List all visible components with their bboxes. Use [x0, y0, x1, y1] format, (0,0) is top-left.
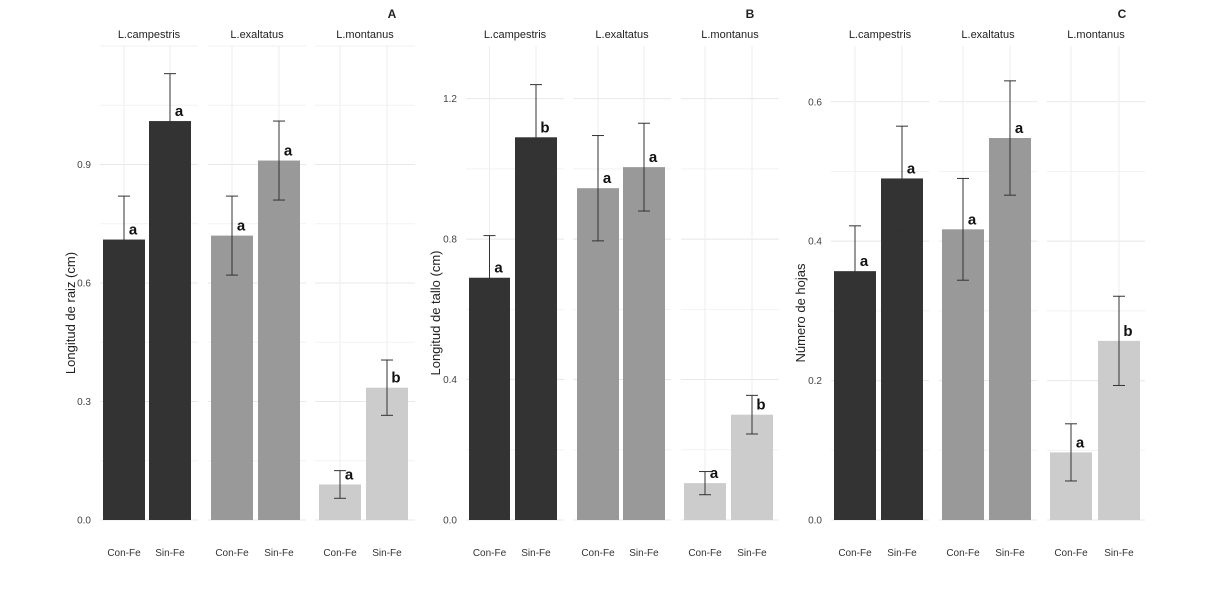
- bar: [103, 239, 145, 521]
- y-tick-label: 0.0: [443, 516, 457, 527]
- x-tick-label: Sin-Fe: [521, 548, 551, 559]
- y-axis-label: Longitud de tallo (cm): [428, 250, 443, 375]
- x-tick-label: Con-Fe: [473, 548, 507, 559]
- facet-label: L.montanus: [1067, 29, 1125, 41]
- panel-letter-a: A: [388, 7, 397, 21]
- significance-letter: a: [494, 260, 503, 277]
- x-tick-label: Con-Fe: [215, 548, 249, 559]
- panel-letter-b: B: [746, 7, 755, 21]
- y-tick-label: 0.4: [443, 375, 457, 386]
- bar: [989, 138, 1031, 520]
- x-tick-label: Sin-Fe: [264, 548, 294, 559]
- x-tick-label: Sin-Fe: [155, 548, 185, 559]
- bar: [623, 167, 665, 520]
- significance-letter: b: [1123, 323, 1132, 340]
- facet-label: L.campestris: [849, 29, 912, 41]
- facet-label: L.montanus: [701, 29, 759, 41]
- significance-letter: a: [129, 222, 138, 239]
- bar: [211, 235, 253, 520]
- x-tick-label: Sin-Fe: [1104, 548, 1134, 559]
- y-tick-label: 0.0: [77, 516, 91, 527]
- significance-letter: a: [175, 103, 184, 120]
- y-tick-label: 0.6: [77, 279, 91, 290]
- x-tick-label: Con-Fe: [1054, 548, 1088, 559]
- significance-letter: a: [1076, 434, 1085, 451]
- significance-letter: a: [1015, 120, 1024, 137]
- x-tick-label: Sin-Fe: [995, 548, 1025, 559]
- x-tick-label: Con-Fe: [107, 548, 141, 559]
- significance-letter: b: [756, 397, 765, 414]
- y-tick-label: 0.8: [443, 235, 457, 246]
- bar: [881, 178, 923, 521]
- significance-letter: a: [603, 170, 612, 187]
- y-tick-label: 0.6: [808, 97, 822, 108]
- significance-letter: a: [710, 465, 719, 482]
- facet-label: L.campestris: [118, 29, 181, 41]
- facet-label: L.montanus: [336, 29, 394, 41]
- x-tick-label: Sin-Fe: [372, 548, 402, 559]
- x-tick-label: Con-Fe: [688, 548, 722, 559]
- significance-letter: a: [907, 160, 916, 177]
- y-tick-label: 0.9: [77, 160, 91, 171]
- bar: [149, 121, 191, 521]
- y-axis-label: Longitud de raiz (cm): [63, 252, 78, 374]
- significance-letter: b: [540, 119, 549, 136]
- significance-letter: b: [391, 370, 400, 387]
- y-axis-label: Número de hojas: [793, 263, 808, 362]
- x-tick-label: Con-Fe: [838, 548, 872, 559]
- x-tick-label: Sin-Fe: [629, 548, 659, 559]
- panel-b: B L.campestris L.exaltatus L.montanus Longit…: [428, 7, 779, 559]
- significance-letter: a: [237, 218, 246, 235]
- y-tick-label: 1.2: [443, 94, 457, 105]
- x-tick-label: Sin-Fe: [887, 548, 917, 559]
- facet-label: L.exaltatus: [230, 29, 284, 41]
- bar: [515, 137, 557, 521]
- significance-letter: a: [345, 466, 354, 483]
- significance-letter: a: [968, 211, 977, 228]
- y-tick-label: 0.3: [77, 397, 91, 408]
- facet-label: L.exaltatus: [961, 29, 1015, 41]
- panel-c: C L.campestris L.exaltatus L.montanus Número…: [793, 7, 1145, 559]
- y-tick-label: 0.2: [808, 376, 822, 387]
- significance-letter: a: [284, 143, 293, 160]
- significance-letter: a: [860, 253, 869, 270]
- significance-letter: a: [649, 149, 658, 166]
- y-tick-label: 0.0: [808, 516, 822, 527]
- x-tick-label: Sin-Fe: [737, 548, 767, 559]
- panel-letter-c: C: [1118, 7, 1127, 21]
- panel-a: A L.campestris L.exaltatus L.montanus Longit…: [63, 7, 415, 559]
- x-tick-label: Con-Fe: [946, 548, 980, 559]
- bar: [577, 188, 619, 520]
- facet-label: L.campestris: [484, 29, 547, 41]
- bar: [258, 160, 300, 521]
- y-tick-label: 0.4: [808, 237, 822, 248]
- x-tick-label: Con-Fe: [323, 548, 357, 559]
- x-tick-label: Con-Fe: [581, 548, 615, 559]
- facet-label: L.exaltatus: [595, 29, 649, 41]
